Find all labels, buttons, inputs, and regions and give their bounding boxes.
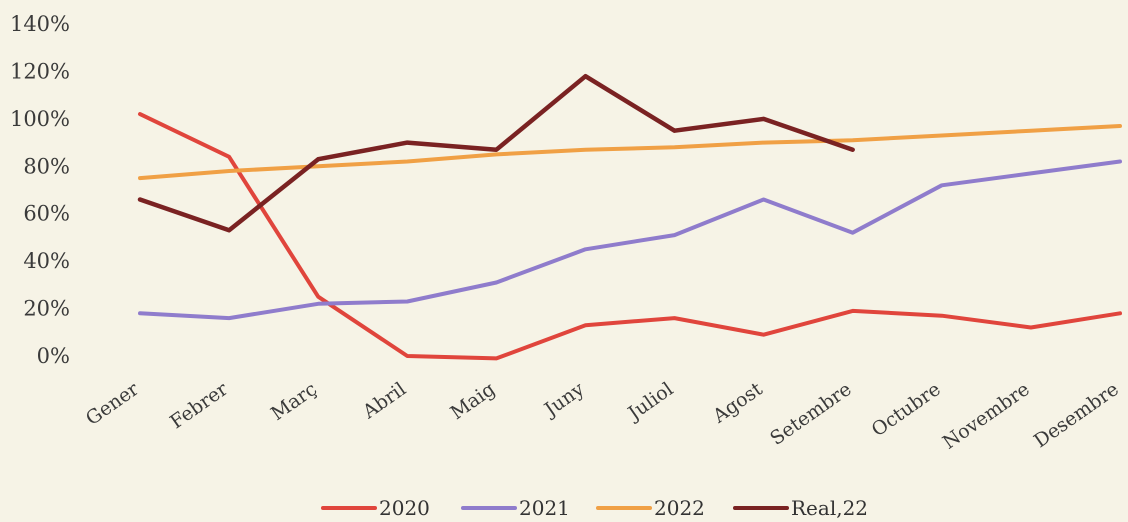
- x-tick-label: Maig: [446, 378, 499, 424]
- x-tick-label: Juny: [539, 378, 589, 422]
- legend: 2020 2021 2022 Real,22: [321, 496, 868, 520]
- y-tick-label: 120%: [10, 59, 70, 83]
- x-tick-label: Agost: [708, 378, 767, 428]
- y-tick-label: 0%: [37, 344, 70, 368]
- x-tick-label: Desembre: [1030, 378, 1123, 452]
- y-tick-label: 20%: [23, 297, 70, 321]
- y-tick-label: 80%: [23, 154, 70, 178]
- x-tick-label: Març: [267, 378, 321, 425]
- series-line-2021: [138, 159, 1122, 321]
- legend-label: 2021: [519, 496, 570, 520]
- series-lines: [137, 73, 1122, 361]
- x-tick-label: Setembre: [766, 378, 855, 450]
- x-tick-label: Octubre: [868, 378, 945, 441]
- series-line-real-22: [137, 73, 855, 233]
- x-tick-label: Febrer: [166, 378, 233, 434]
- x-tick-label: Abril: [358, 378, 410, 424]
- y-tick-label: 40%: [23, 249, 70, 273]
- legend-label: 2022: [654, 496, 705, 520]
- x-axis-ticks: Gener Febrer Març Abril Maig Juny Juliol Agost S…: [82, 378, 1123, 454]
- y-tick-label: 100%: [10, 107, 70, 131]
- y-tick-label: 140%: [10, 12, 70, 36]
- series-line-2020: [138, 112, 1122, 361]
- y-axis-ticks: 0% 20% 40% 60% 80% 100% 120% 140%: [10, 12, 70, 368]
- y-tick-label: 60%: [23, 202, 70, 226]
- series-line-2022: [138, 124, 1122, 181]
- legend-label: Real,22: [791, 496, 868, 520]
- x-tick-label: Juliol: [623, 378, 678, 426]
- x-tick-label: Gener: [82, 378, 144, 430]
- legend-label: 2020: [379, 496, 430, 520]
- x-tick-label: Novembre: [939, 378, 1034, 454]
